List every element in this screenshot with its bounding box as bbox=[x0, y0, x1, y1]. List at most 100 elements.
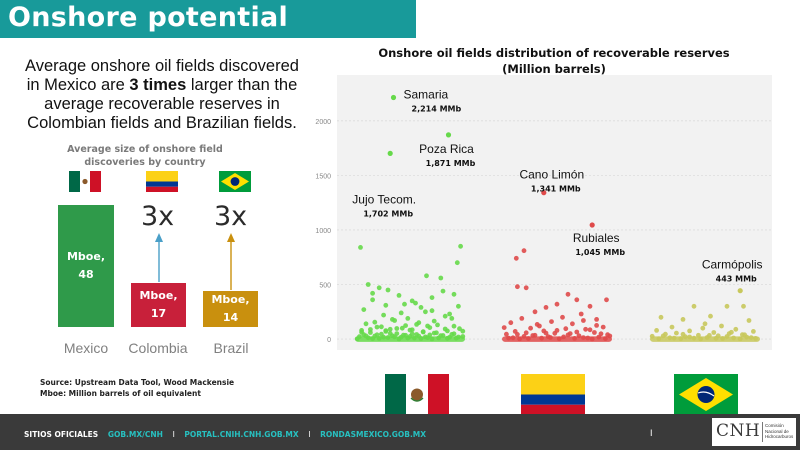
scatter-point-brazil bbox=[658, 314, 664, 320]
footer-link-gob[interactable]: GOB.MX/CNH bbox=[107, 430, 163, 439]
scatter-point-brazil bbox=[741, 303, 746, 309]
scatter-point-brazil bbox=[719, 323, 724, 329]
scatter-point-mexico bbox=[363, 321, 369, 327]
scatter-point-brazil bbox=[708, 313, 713, 319]
scatter-point-mexico bbox=[451, 291, 457, 297]
scatter-point-colombia bbox=[534, 322, 540, 327]
scatter-point-brazil bbox=[691, 303, 697, 309]
highlight-point bbox=[541, 190, 547, 196]
scatter-point-mexico bbox=[431, 318, 437, 324]
scatter-point-mexico bbox=[376, 285, 382, 291]
scatter-point-colombia bbox=[592, 330, 597, 335]
scatter-point-colombia bbox=[552, 330, 558, 336]
scatter-point-mexico bbox=[442, 326, 448, 332]
colombia-flag-large-icon bbox=[521, 374, 585, 415]
bar-mexico: Mboe, 48 bbox=[58, 205, 114, 327]
footer-link-rondas[interactable]: RONDASMEXICO.GOB.MX bbox=[320, 430, 427, 439]
scatter-point-mexico bbox=[423, 309, 428, 315]
colombia-arrowhead bbox=[155, 233, 163, 242]
scatter-base-band-mexico bbox=[355, 336, 465, 342]
scatter-point-mexico bbox=[427, 325, 433, 330]
scatter-point-colombia bbox=[574, 329, 580, 335]
scatter-point-mexico bbox=[394, 326, 400, 331]
scatter-point-brazil bbox=[729, 329, 734, 335]
scatter-point-colombia bbox=[598, 331, 604, 337]
scatter-point-mexico bbox=[449, 332, 455, 337]
scatter-point-colombia bbox=[587, 327, 593, 333]
bar-mexico-label: Mboe, 48 bbox=[66, 250, 106, 281]
bar-category-brazil: Brazil bbox=[213, 340, 249, 356]
scatter-point-brazil bbox=[751, 329, 756, 334]
scatter-point-mexico bbox=[405, 316, 411, 321]
intro-text-part2: larger than the average recoverable rese… bbox=[27, 76, 298, 132]
y-tick-label: 1500 bbox=[315, 173, 331, 180]
scatter-point-colombia bbox=[565, 332, 571, 338]
scatter-point-mexico bbox=[442, 313, 448, 319]
scatter-point-colombia bbox=[583, 326, 588, 332]
footer-page-indicator: I bbox=[650, 428, 653, 438]
cnh-logo: CNH Comisión Nacional de Hidrocarburos bbox=[712, 418, 796, 446]
scatter-point-brazil bbox=[680, 331, 686, 337]
scatter-point-mexico bbox=[420, 329, 426, 335]
scatter-point-colombia bbox=[587, 303, 593, 309]
footer-link-portal[interactable]: PORTAL.CNIH.CNH.GOB.MX bbox=[184, 430, 299, 439]
colombia-multiplier: 3x bbox=[141, 201, 175, 232]
y-tick-label: 0 bbox=[327, 337, 331, 344]
scatter-point-colombia bbox=[581, 318, 586, 323]
footer-separator: I bbox=[172, 430, 175, 439]
scatter-base-band-brazil bbox=[650, 336, 760, 342]
scatter-point-colombia bbox=[594, 317, 599, 322]
scatter-point-mexico bbox=[383, 328, 389, 333]
scatter-point-brazil bbox=[687, 328, 692, 334]
scatter-point-colombia bbox=[563, 326, 569, 332]
scatter-point-brazil bbox=[680, 317, 686, 322]
scatter-point-mexico bbox=[390, 317, 395, 322]
scatter-point-colombia bbox=[532, 309, 538, 315]
scatter-point-mexico bbox=[409, 331, 415, 337]
scatter-point-colombia bbox=[549, 319, 554, 324]
scatter-point-brazil bbox=[733, 326, 739, 332]
scatter-point-mexico bbox=[460, 328, 466, 334]
scatter-point-mexico bbox=[447, 311, 452, 317]
scatter-point-colombia bbox=[541, 328, 547, 334]
scatter-point-mexico bbox=[370, 290, 375, 296]
highlight-value: 1,341 MMb bbox=[531, 185, 581, 194]
scatter-point-mexico bbox=[359, 329, 364, 335]
scatter-point-colombia bbox=[515, 284, 520, 290]
scatter-point-mexico bbox=[396, 293, 402, 298]
multiplier-arrows bbox=[155, 233, 235, 290]
bar-chart-title: Average size of onshore field discoverie… bbox=[67, 144, 223, 168]
scatter-point-brazil bbox=[669, 324, 675, 330]
highlight-label: Poza Rica bbox=[419, 142, 474, 156]
highlight-point bbox=[445, 132, 452, 138]
source-note: Source: Upstream Data Tool, Wood Mackens… bbox=[40, 377, 234, 399]
scatter-point-mexico bbox=[435, 322, 440, 328]
scatter-point-brazil bbox=[700, 325, 706, 331]
bar-category-mexico: Mexico bbox=[63, 340, 109, 356]
scatter-point-mexico bbox=[454, 260, 460, 266]
scatter-point-mexico bbox=[358, 245, 363, 250]
scatter-point-colombia bbox=[594, 323, 599, 328]
bar-brazil: Mboe, 14 bbox=[203, 291, 258, 327]
scatter-point-mexico bbox=[418, 305, 424, 310]
highlight-point bbox=[589, 222, 595, 228]
scatter-point-mexico bbox=[399, 325, 405, 331]
colombia-flag-icon bbox=[146, 171, 178, 192]
scatter-point-mexico bbox=[398, 310, 404, 316]
highlight-label: Samaria bbox=[404, 87, 449, 101]
scatter-point-mexico bbox=[387, 331, 393, 336]
footer-separator: I bbox=[308, 430, 311, 439]
scatter-point-colombia bbox=[523, 330, 529, 336]
y-tick-label: 500 bbox=[319, 283, 331, 290]
cnh-logo-divider bbox=[762, 422, 763, 442]
scatter-point-colombia bbox=[519, 316, 525, 321]
scatter-point-colombia bbox=[513, 255, 519, 261]
scatter-title: Onshore oil fields distribution of recov… bbox=[378, 46, 730, 76]
title-banner: Onshore potential bbox=[0, 0, 416, 38]
scatter-point-colombia bbox=[560, 314, 565, 320]
scatter-point-brazil bbox=[674, 330, 679, 336]
scatter-point-mexico bbox=[402, 301, 407, 307]
scatter-point-colombia bbox=[604, 297, 609, 303]
scatter-point-mexico bbox=[385, 287, 391, 293]
intro-emphasis: 3 times bbox=[129, 76, 187, 94]
